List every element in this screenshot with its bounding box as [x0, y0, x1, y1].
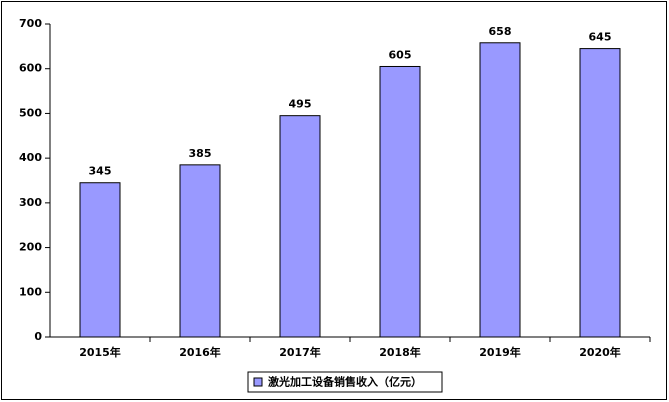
y-tick-label: 700: [19, 17, 42, 30]
y-tick-label: 100: [19, 285, 42, 298]
y-tick-label: 500: [19, 106, 42, 119]
legend-box: [247, 371, 443, 393]
data-label: 385: [189, 147, 212, 160]
x-tick-label: 2019年: [479, 345, 521, 359]
legend-swatch: [253, 377, 263, 387]
data-label: 495: [289, 98, 312, 111]
x-tick-label: 2016年: [179, 345, 221, 359]
x-tick-label: 2017年: [279, 345, 321, 359]
x-tick-label: 2018年: [379, 345, 421, 359]
data-label: 645: [589, 31, 612, 44]
x-tick-label: 2020年: [579, 345, 621, 359]
bar: [279, 115, 321, 338]
bar: [379, 65, 421, 338]
y-tick-label: 400: [19, 151, 42, 164]
data-label: 658: [489, 25, 512, 38]
y-tick-label: 200: [19, 241, 42, 254]
data-label: 605: [389, 48, 412, 61]
x-tick-label: 2015年: [79, 345, 121, 359]
y-tick-label: 0: [34, 330, 42, 343]
bar: [179, 164, 221, 338]
y-tick-label: 600: [19, 62, 42, 75]
bar: [479, 42, 521, 338]
bar: [79, 182, 121, 338]
y-tick-label: 300: [19, 196, 42, 209]
legend-label: 激光加工设备销售收入（亿元）: [268, 375, 422, 389]
data-label: 345: [89, 165, 112, 178]
bar: [579, 48, 621, 338]
